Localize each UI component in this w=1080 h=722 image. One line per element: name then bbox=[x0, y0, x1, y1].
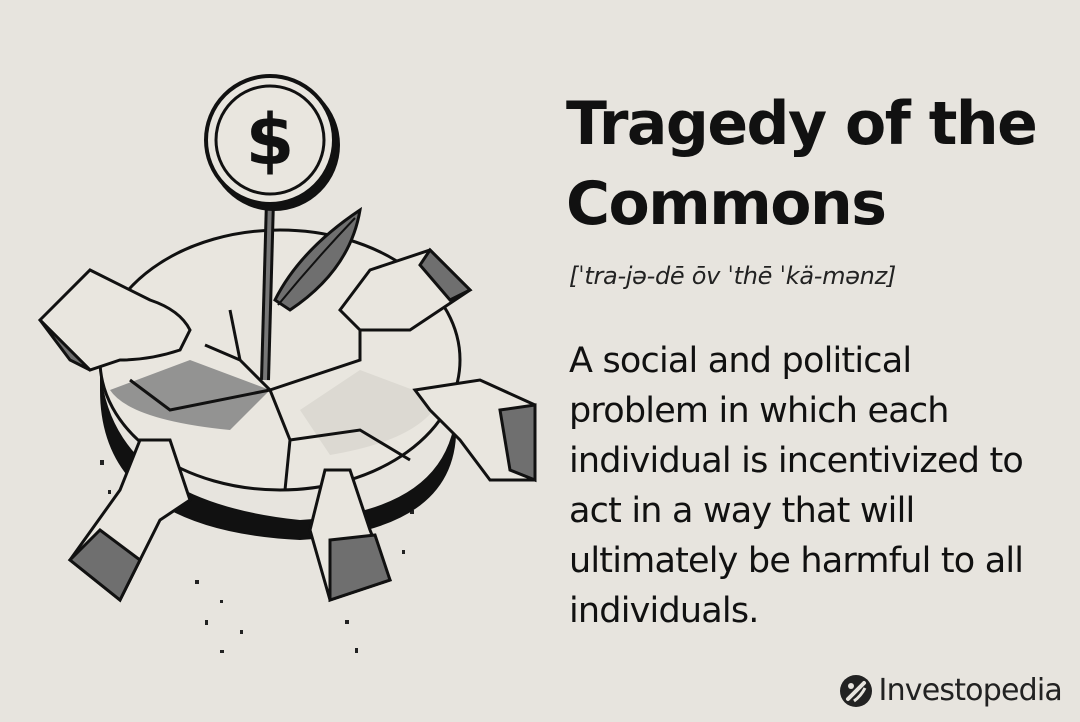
debris-specks bbox=[100, 460, 414, 653]
dollar-coin-icon: $ bbox=[204, 74, 340, 211]
definition-text: A social and political problem in which … bbox=[569, 341, 1024, 631]
pronunciation: [ˈtra-jə-dē ōv ˈthē ˈkä-mənz] bbox=[569, 262, 896, 290]
tragedy-illustration: $ bbox=[37, 74, 537, 653]
brand-name: Investopedia bbox=[878, 673, 1063, 708]
brand-logo: Investopedia bbox=[839, 673, 1063, 708]
sprout-icon bbox=[260, 199, 363, 381]
coin-symbol: $ bbox=[246, 99, 295, 181]
page-title: Tragedy of the Commons bbox=[566, 89, 1038, 239]
investopedia-logo-icon bbox=[839, 674, 872, 707]
hand-icon bbox=[37, 247, 537, 603]
